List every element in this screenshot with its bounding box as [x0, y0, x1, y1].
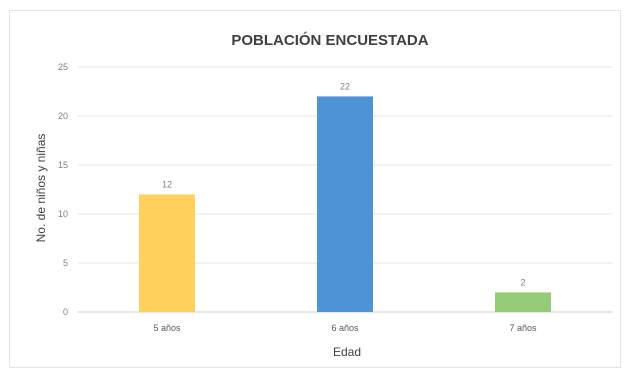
y-tick-label: 25 — [58, 62, 68, 72]
y-tick-label: 5 — [63, 258, 68, 268]
data-label: 22 — [340, 81, 350, 91]
bars — [139, 96, 551, 313]
y-tick-label: 20 — [58, 111, 68, 121]
y-tick-label: 10 — [58, 209, 68, 219]
y-tick-label: 0 — [63, 307, 68, 317]
y-tick-label: 15 — [58, 160, 68, 170]
data-label: 2 — [520, 277, 525, 287]
y-tick-labels: 0 5 10 15 20 25 — [58, 62, 68, 317]
bar — [139, 194, 195, 312]
x-tick-labels: 5 años 6 años 7 años — [153, 323, 537, 333]
bar — [317, 96, 373, 313]
x-axis-label: Edad — [333, 345, 361, 359]
x-tick-label: 5 años — [153, 323, 181, 333]
x-tick-label: 7 años — [509, 323, 537, 333]
x-tick-label: 6 años — [331, 323, 359, 333]
bar — [495, 292, 551, 312]
chart-title: POBLACIÓN ENCUESTADA — [231, 31, 428, 49]
data-label: 12 — [162, 179, 172, 189]
y-axis-label: No. de niños y niñas — [34, 134, 48, 243]
